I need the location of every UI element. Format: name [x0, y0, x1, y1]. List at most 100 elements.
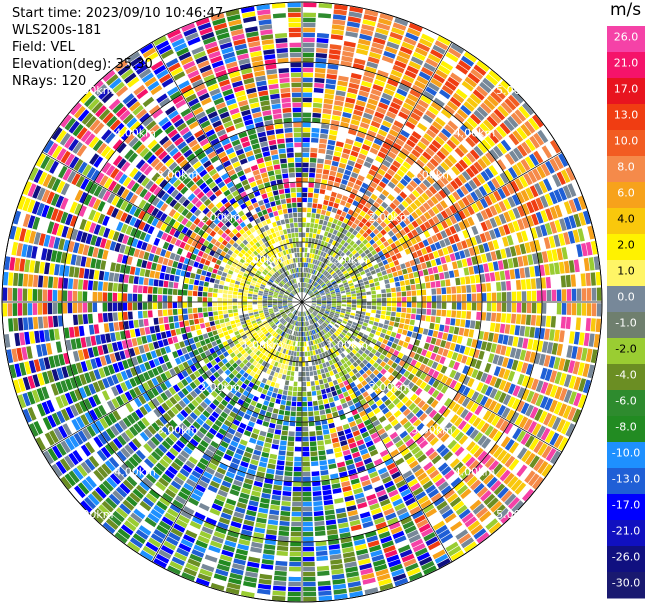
- velocity-bin: [425, 86, 437, 96]
- velocity-bin: [422, 179, 432, 188]
- velocity-bin: [354, 261, 361, 267]
- velocity-bin: [127, 293, 133, 302]
- velocity-bin: [285, 466, 293, 472]
- velocity-bin: [316, 255, 320, 260]
- velocity-bin: [318, 404, 325, 410]
- velocity-bin: [382, 259, 389, 266]
- velocity-bin: [399, 221, 407, 229]
- velocity-bin: [352, 167, 361, 174]
- velocity-bin: [446, 294, 452, 302]
- velocity-bin: [399, 212, 407, 220]
- velocity-bin: [286, 456, 294, 462]
- velocity-bin: [315, 292, 320, 296]
- velocity-bin: [32, 289, 38, 301]
- velocity-bin: [302, 396, 307, 402]
- velocity-bin: [462, 155, 472, 166]
- velocity-bin: [315, 213, 321, 219]
- velocity-bin: [520, 123, 532, 137]
- velocity-bin: [383, 217, 391, 225]
- velocity-bin: [396, 302, 402, 307]
- velocity-bin: [328, 262, 333, 267]
- velocity-bin: [416, 308, 422, 314]
- velocity-bin: [332, 218, 338, 225]
- velocity-bin: [280, 435, 288, 441]
- velocity-bin: [399, 318, 405, 324]
- velocity-bin: [22, 288, 28, 301]
- velocity-bin: [342, 270, 348, 275]
- velocity-bin: [560, 169, 571, 183]
- velocity-bin: [431, 288, 437, 295]
- velocity-bin: [380, 229, 387, 236]
- velocity-bin: [302, 287, 304, 293]
- velocity-bin: [316, 38, 329, 44]
- velocity-bin: [311, 269, 315, 274]
- velocity-bin: [362, 255, 369, 261]
- velocity-bin: [72, 290, 78, 302]
- velocity-bin: [448, 47, 462, 59]
- velocity-bin: [481, 155, 492, 167]
- velocity-bin: [331, 29, 344, 36]
- velocity-bin: [403, 36, 417, 46]
- velocity-bin: [369, 224, 376, 231]
- velocity-bin: [302, 117, 311, 123]
- velocity-bin: [237, 305, 243, 309]
- velocity-bin: [291, 521, 302, 527]
- velocity-bin: [393, 120, 404, 129]
- velocity-bin: [401, 291, 407, 297]
- velocity-bin: [418, 205, 427, 214]
- velocity-bin: [336, 209, 343, 216]
- velocity-bin: [92, 291, 98, 302]
- velocity-bin: [372, 221, 379, 228]
- velocity-bin: [366, 103, 377, 111]
- velocity-bin: [337, 237, 343, 244]
- velocity-bin: [521, 230, 529, 242]
- velocity-bin: [466, 117, 478, 129]
- velocity-bin: [336, 85, 347, 92]
- velocity-bin: [318, 267, 322, 272]
- velocity-bin: [237, 295, 243, 299]
- velocity-bin: [421, 289, 427, 296]
- velocity-bin: [420, 137, 430, 147]
- velocity-bin: [403, 274, 409, 280]
- velocity-bin: [446, 287, 452, 294]
- velocity-bin: [340, 157, 348, 164]
- velocity-bin: [153, 279, 159, 287]
- velocity-bin: [431, 234, 439, 243]
- velocity-bin: [456, 286, 462, 294]
- velocity-bin: [342, 229, 348, 235]
- velocity-bin: [296, 421, 302, 427]
- velocity-bin: [308, 268, 311, 273]
- velocity-bin: [349, 233, 355, 240]
- velocity-bin: [355, 289, 361, 294]
- velocity-bin: [342, 279, 347, 284]
- velocity-bin: [203, 312, 209, 318]
- velocity-bin: [309, 162, 316, 168]
- velocity-bin: [333, 284, 338, 288]
- velocity-bin: [334, 214, 341, 220]
- velocity-bin: [315, 63, 327, 69]
- velocity-bin: [107, 282, 113, 292]
- velocity-bin: [297, 386, 302, 392]
- velocity-bin: [376, 306, 382, 310]
- velocity-bin: [361, 24, 375, 32]
- velocity-bin: [357, 43, 370, 51]
- velocity-bin: [291, 506, 302, 512]
- velocity-bin: [311, 127, 320, 133]
- velocity-bin: [488, 165, 499, 176]
- velocity-bin: [319, 138, 328, 144]
- velocity-bin: [332, 300, 337, 302]
- velocity-bin: [365, 242, 372, 249]
- velocity-bin: [482, 183, 492, 194]
- velocity-bin: [137, 294, 143, 302]
- velocity-bin: [395, 312, 401, 318]
- velocity-bin: [506, 313, 512, 324]
- velocity-bin: [312, 259, 316, 264]
- velocity-bin: [387, 238, 394, 245]
- velocity-bin: [570, 274, 576, 287]
- velocity-bin: [302, 157, 309, 163]
- velocity-bin: [197, 307, 203, 313]
- velocity-bin: [393, 186, 402, 194]
- velocity-bin: [563, 216, 572, 230]
- velocity-bin: [475, 234, 482, 245]
